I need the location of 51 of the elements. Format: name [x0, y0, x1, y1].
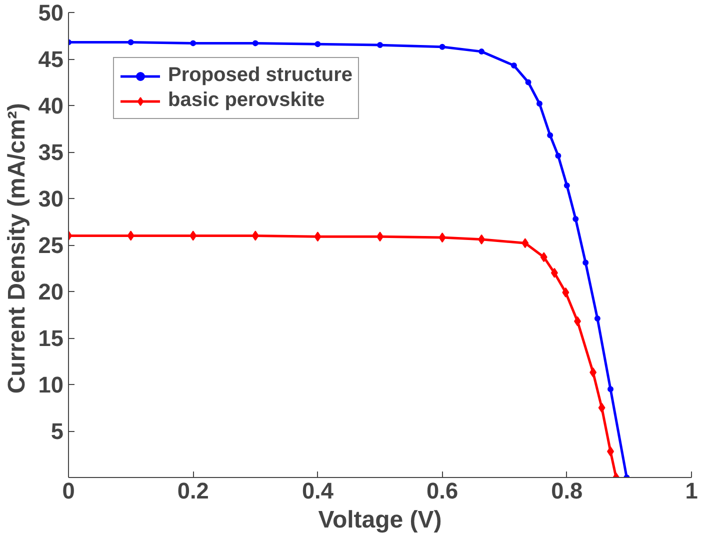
point — [314, 232, 322, 242]
point — [510, 62, 517, 69]
point — [522, 238, 529, 248]
point — [540, 252, 548, 262]
x-tick-label: 0 — [62, 478, 75, 504]
point — [252, 230, 259, 241]
point — [582, 260, 589, 266]
point — [598, 402, 606, 413]
point — [574, 316, 581, 326]
x-tick-label: 0.2 — [177, 478, 209, 504]
point — [562, 287, 570, 298]
point — [439, 44, 446, 50]
y-tick-label: 15 — [38, 325, 64, 351]
point — [190, 230, 197, 241]
point — [550, 268, 558, 278]
point — [478, 234, 486, 244]
point — [525, 79, 532, 86]
point — [190, 40, 196, 46]
legend-label: basic perovskite — [168, 89, 325, 112]
point — [607, 446, 614, 456]
point — [478, 48, 485, 55]
y-tick-label: 20 — [38, 278, 64, 304]
point — [564, 182, 570, 188]
y-tick-label: 5 — [50, 418, 64, 444]
point — [547, 132, 554, 138]
point — [252, 40, 258, 46]
point — [608, 386, 614, 392]
y-axis-title: Current Density (mA/cm²) — [3, 102, 30, 394]
point — [127, 230, 134, 241]
y-tick-label: 10 — [38, 372, 64, 398]
point — [314, 41, 321, 48]
x-tick-label: 0.6 — [426, 478, 458, 504]
point — [594, 315, 600, 322]
point — [128, 39, 134, 46]
x-tick-label: 1 — [685, 478, 698, 504]
legend-label: Proposed structure — [168, 64, 352, 87]
point — [590, 367, 597, 378]
y-tick-label: 50 — [38, 0, 64, 26]
y-tick-label: 25 — [38, 232, 64, 258]
x-axis-title: Voltage (V) — [318, 506, 442, 534]
point — [377, 42, 383, 48]
y-tick-label: 40 — [38, 92, 64, 118]
x-tick-label: 0.8 — [551, 478, 583, 504]
point — [555, 152, 562, 159]
point — [438, 232, 446, 243]
y-tick-label: 45 — [38, 46, 64, 72]
y-tick-label: 35 — [38, 139, 64, 165]
point — [572, 216, 579, 222]
point — [536, 100, 542, 107]
y-tick-label: 30 — [38, 186, 64, 212]
x-tick-label: 0.4 — [302, 478, 334, 504]
